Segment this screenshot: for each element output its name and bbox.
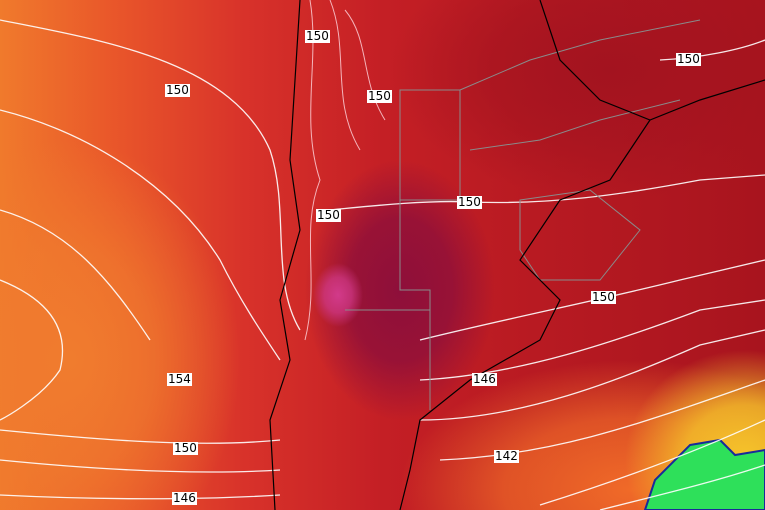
coastline [269, 0, 765, 510]
contour-label: 146 [172, 491, 197, 505]
contour-label: 150 [305, 29, 330, 43]
contour-label: 150 [676, 52, 701, 66]
contour-lines [0, 19, 765, 510]
green-landmass [643, 438, 765, 510]
political-borders [345, 19, 701, 410]
contour-label: 150 [165, 83, 190, 97]
andes-contours [304, 0, 386, 341]
contour-label: 146 [472, 372, 497, 386]
contour-label: 142 [494, 449, 519, 463]
contour-label: 154 [167, 372, 192, 386]
contour-label: 150 [457, 195, 482, 209]
contour-label: 150 [591, 290, 616, 304]
contour-label: 150 [173, 441, 198, 455]
contour-label: 150 [367, 89, 392, 103]
contour-label: 150 [316, 208, 341, 222]
